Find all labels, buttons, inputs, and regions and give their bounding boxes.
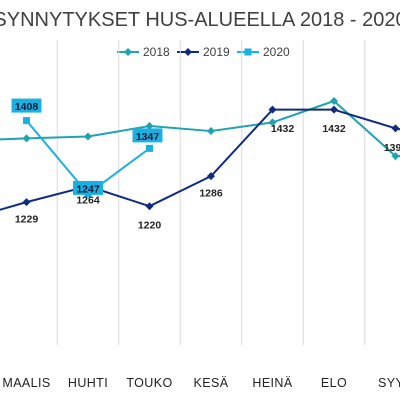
x-tick-label: SYYS [378, 376, 400, 390]
chart-grid [56, 40, 366, 345]
data-point [146, 144, 153, 152]
chart-legend: 2018 2019 2020 [117, 45, 290, 59]
legend-label-2018: 2018 [143, 45, 170, 59]
x-axis-tick-labels: HELMIMAALISHUHTITOUKOKESÄHEINÄELOSYYSLOK… [2, 376, 400, 390]
data-point [22, 134, 31, 143]
x-tick-label: KESÄ [194, 376, 229, 390]
x-tick-label: ELO [321, 376, 347, 390]
data-label: 1347 [136, 131, 160, 143]
data-label: 1286 [199, 188, 223, 200]
data-label: 1408 [15, 101, 39, 113]
legend-marker-2020 [244, 48, 252, 56]
chart-series [0, 97, 400, 211]
data-label: 1432 [271, 123, 295, 135]
data-point [391, 124, 400, 133]
data-label: 1432 [322, 123, 346, 135]
data-point [268, 105, 277, 114]
legend-marker-2018 [124, 48, 132, 56]
data-point [391, 152, 400, 161]
data-point [84, 132, 92, 141]
legend-marker-2019 [184, 48, 192, 56]
data-label-box [132, 128, 163, 143]
legend-label-2019: 2019 [203, 45, 230, 59]
data-point [207, 172, 215, 181]
data-point [23, 117, 30, 125]
data-label-box [11, 98, 42, 113]
x-tick-label: TOUKO [126, 376, 172, 390]
data-label: 1247 [76, 183, 100, 195]
data-point [330, 105, 338, 114]
x-tick-label: HEINÄ [252, 376, 292, 390]
data-label: 1229 [15, 214, 39, 226]
data-label-box [73, 180, 103, 195]
data-point [268, 118, 277, 127]
series-2018 [0, 97, 400, 161]
chart-title: SYNNYTYKSET HUS-ALUEELLA 2018 - 2020 [0, 9, 400, 31]
data-label: 1391 [384, 142, 400, 154]
data-label: 1220 [138, 220, 162, 232]
data-point [145, 122, 154, 131]
data-point [330, 97, 338, 105]
x-tick-label: MAALIS [2, 376, 50, 390]
data-point [207, 127, 215, 136]
legend-label-2020: 2020 [263, 45, 290, 59]
x-tick-label: HUHTI [68, 376, 108, 390]
data-point [145, 202, 154, 211]
data-point [22, 198, 31, 207]
data-label: 1264 [76, 195, 100, 207]
